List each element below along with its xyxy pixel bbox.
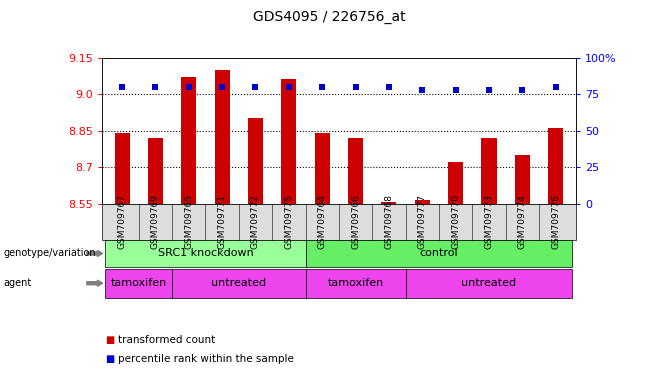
Text: untreated: untreated bbox=[461, 278, 517, 288]
Text: GSM709776: GSM709776 bbox=[551, 194, 560, 249]
Text: GSM709768: GSM709768 bbox=[384, 194, 393, 249]
Text: ■: ■ bbox=[105, 354, 114, 364]
Text: GSM709777: GSM709777 bbox=[418, 194, 427, 249]
Bar bbox=[148, 138, 163, 204]
Text: tamoxifen: tamoxifen bbox=[328, 278, 384, 288]
Text: SRC1 knockdown: SRC1 knockdown bbox=[157, 248, 253, 258]
Text: GSM709771: GSM709771 bbox=[218, 194, 226, 249]
Text: genotype/variation: genotype/variation bbox=[3, 248, 96, 258]
Bar bbox=[448, 162, 463, 204]
Bar bbox=[282, 79, 296, 204]
Text: GSM709773: GSM709773 bbox=[484, 194, 494, 249]
Bar bbox=[382, 202, 396, 204]
Text: GSM709772: GSM709772 bbox=[251, 194, 260, 249]
Text: GSM709774: GSM709774 bbox=[518, 194, 527, 249]
Text: GSM709765: GSM709765 bbox=[184, 194, 193, 249]
Bar bbox=[515, 155, 530, 204]
Bar bbox=[114, 133, 130, 204]
Text: untreated: untreated bbox=[211, 278, 266, 288]
Text: percentile rank within the sample: percentile rank within the sample bbox=[118, 354, 294, 364]
Text: ■: ■ bbox=[105, 335, 114, 345]
Bar bbox=[348, 138, 363, 204]
Text: GSM709767: GSM709767 bbox=[118, 194, 126, 249]
Bar bbox=[548, 128, 563, 204]
Text: GSM709769: GSM709769 bbox=[151, 194, 160, 249]
Text: GSM709766: GSM709766 bbox=[351, 194, 360, 249]
Bar bbox=[415, 200, 430, 204]
Text: control: control bbox=[420, 248, 458, 258]
Text: tamoxifen: tamoxifen bbox=[111, 278, 167, 288]
Text: agent: agent bbox=[3, 278, 32, 288]
Bar bbox=[482, 138, 497, 204]
Text: GSM709775: GSM709775 bbox=[284, 194, 293, 249]
Text: GSM709764: GSM709764 bbox=[318, 194, 326, 249]
Text: GDS4095 / 226756_at: GDS4095 / 226756_at bbox=[253, 10, 405, 24]
Bar bbox=[215, 70, 230, 204]
Bar bbox=[248, 118, 263, 204]
Text: GSM709770: GSM709770 bbox=[451, 194, 460, 249]
Bar bbox=[181, 77, 196, 204]
Text: transformed count: transformed count bbox=[118, 335, 216, 345]
Bar bbox=[315, 133, 330, 204]
